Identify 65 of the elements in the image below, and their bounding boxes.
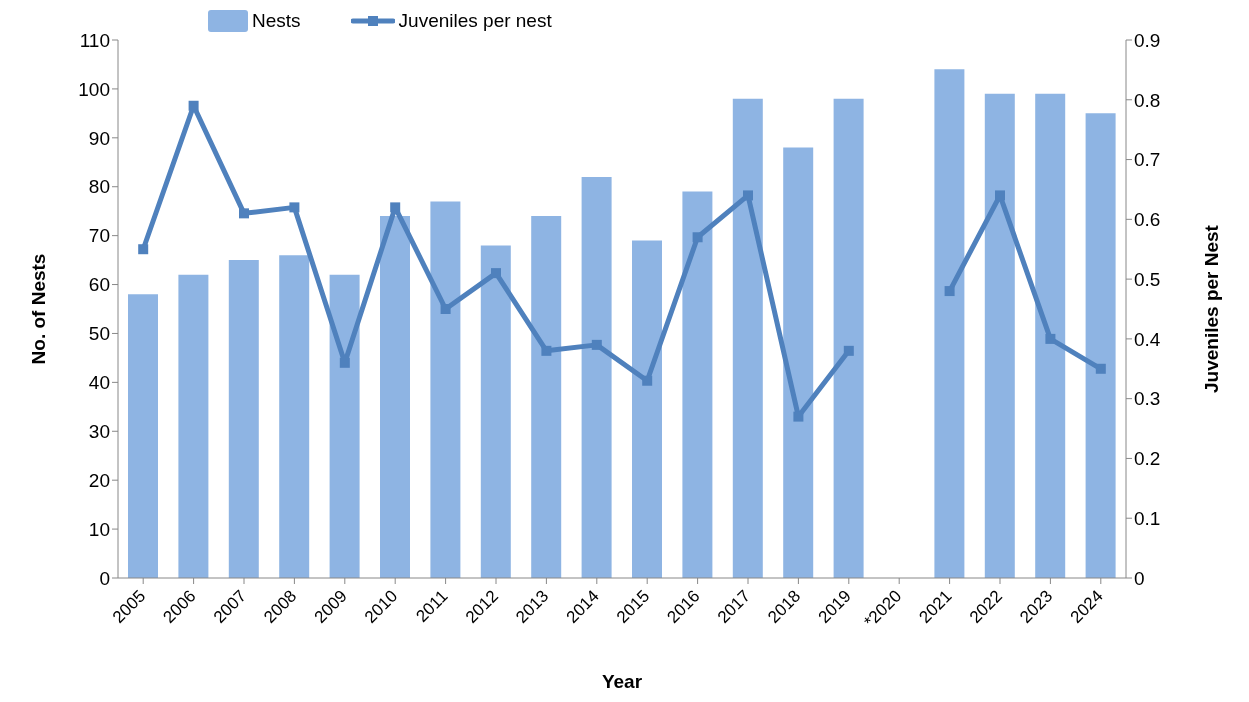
- point: [843, 345, 854, 356]
- y-tick-label: 50: [88, 323, 110, 345]
- y2-tick-label: 0.5: [1134, 268, 1161, 290]
- bar: [1085, 113, 1116, 578]
- bar: [682, 191, 713, 578]
- y2-tick-label: 0.1: [1134, 507, 1161, 529]
- y2-tick-label: 0: [1134, 567, 1145, 589]
- bar: [430, 201, 461, 578]
- y-axis-title: No. of Nests: [27, 253, 49, 365]
- y-tick-label: 40: [88, 372, 110, 394]
- y-tick-label: 30: [88, 421, 110, 443]
- point: [188, 100, 199, 111]
- bar: [934, 69, 965, 578]
- x-axis-title: Year: [601, 671, 643, 692]
- y-tick-label: 110: [79, 29, 110, 51]
- bar: [279, 255, 310, 578]
- y2-tick-label: 0.9: [1134, 29, 1161, 51]
- point: [944, 286, 955, 297]
- point: [743, 190, 753, 201]
- y2-tick-label: 0.4: [1134, 328, 1161, 350]
- point: [793, 411, 804, 422]
- point: [491, 268, 501, 279]
- legend-label: Juveniles per nest: [398, 10, 552, 32]
- y-tick-label: 60: [88, 274, 110, 296]
- bar: [581, 176, 612, 578]
- bar: [783, 147, 814, 578]
- y2-tick-label: 0.3: [1134, 388, 1161, 410]
- point: [440, 304, 451, 314]
- point: [995, 190, 1005, 201]
- y-tick-label: 20: [88, 469, 110, 491]
- point: [1045, 333, 1056, 344]
- bar: [178, 274, 209, 578]
- legend-label: Nests: [252, 10, 301, 32]
- y-tick-label: 100: [78, 78, 110, 100]
- point: [591, 339, 602, 350]
- point: [642, 375, 653, 386]
- point: [239, 208, 249, 219]
- y2-tick-label: 0.8: [1134, 89, 1161, 111]
- point: [1095, 363, 1106, 374]
- point: [390, 202, 401, 213]
- bar: [531, 216, 562, 578]
- y-tick-label: 70: [88, 225, 110, 247]
- bar: [984, 93, 1015, 578]
- bar: [228, 260, 259, 578]
- y2-tick-label: 0.6: [1134, 209, 1161, 231]
- bar: [833, 98, 864, 578]
- bar: [632, 240, 662, 578]
- point: [541, 345, 552, 356]
- point: [692, 232, 703, 243]
- point: [339, 357, 350, 368]
- bar: [329, 274, 360, 578]
- bar: [480, 245, 511, 578]
- y-tick-label: 0: [99, 567, 110, 589]
- bar: [380, 216, 410, 578]
- y-tick-label: 10: [88, 518, 110, 540]
- point: [138, 244, 149, 255]
- y-tick-label: 90: [88, 127, 110, 149]
- bar: [128, 294, 158, 578]
- y-tick-label: 80: [88, 176, 110, 198]
- bar: [1035, 93, 1066, 578]
- point: [289, 202, 300, 213]
- y2-axis-title: Juveniles per Nest: [1200, 224, 1222, 393]
- y2-tick-label: 0.2: [1134, 448, 1161, 470]
- bar: [732, 98, 763, 578]
- y2-tick-label: 0.7: [1134, 149, 1161, 171]
